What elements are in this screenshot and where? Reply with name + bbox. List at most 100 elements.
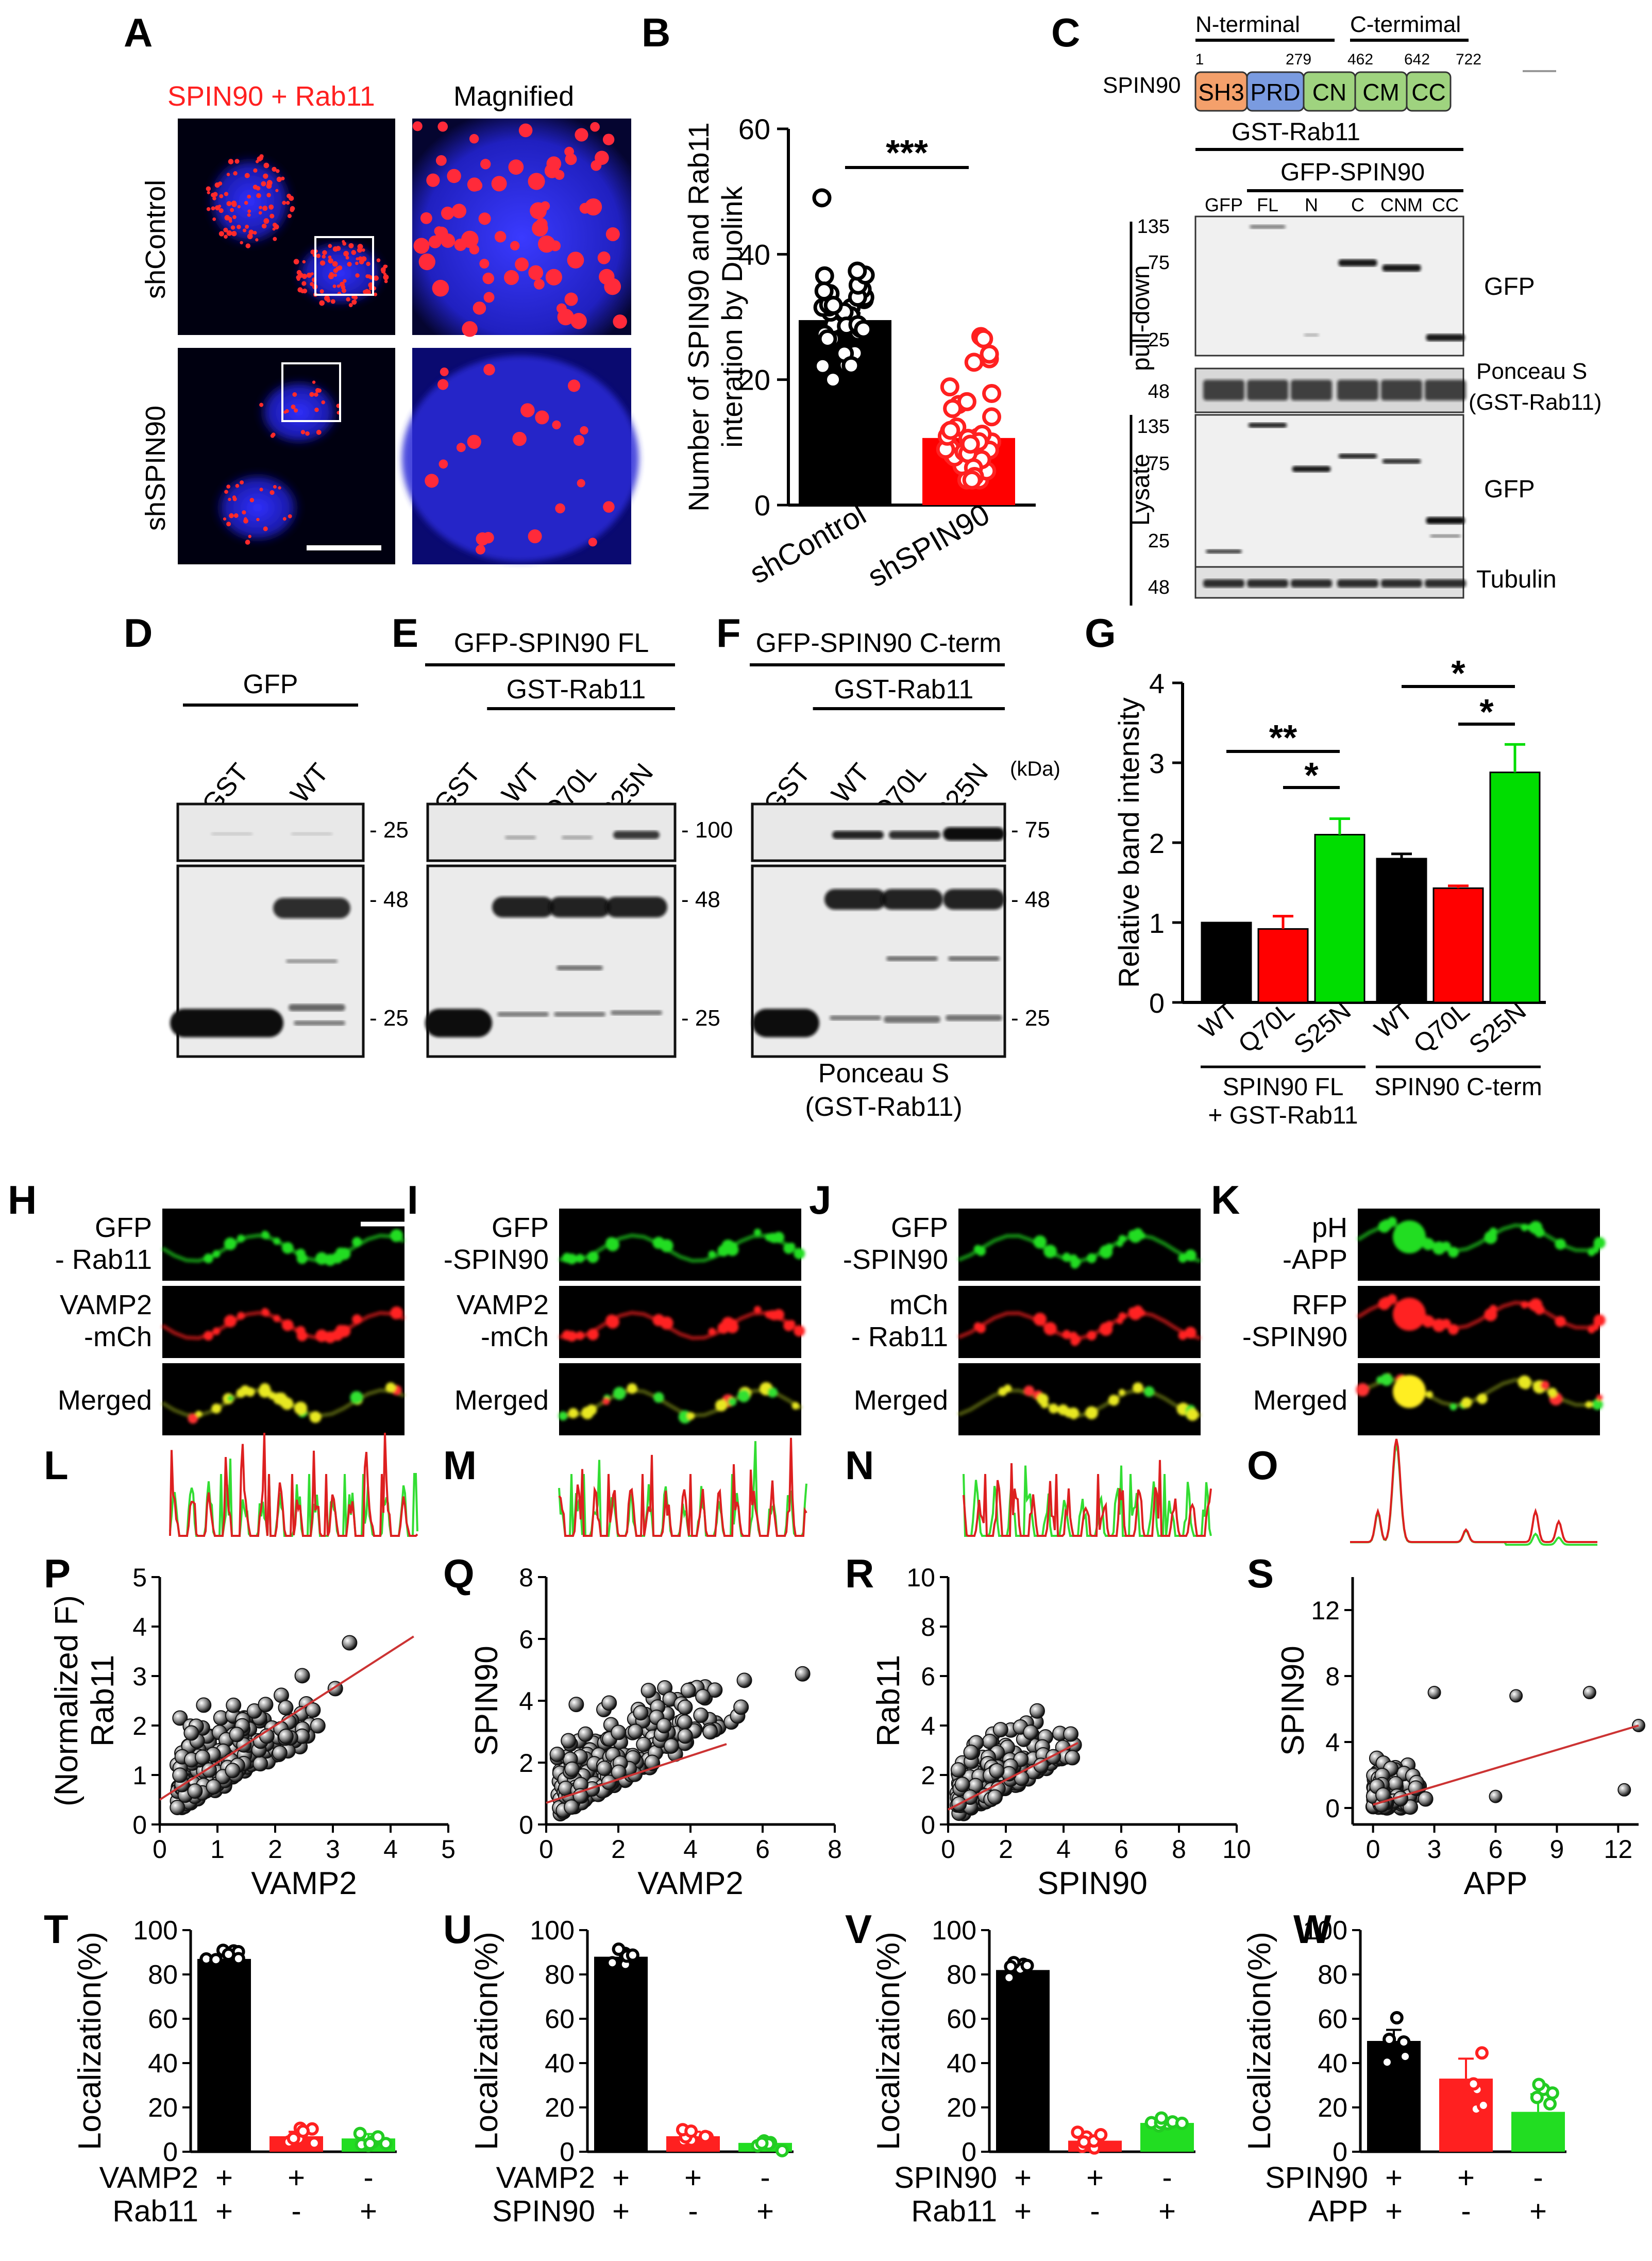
x-tick-label: 6 <box>1114 1835 1128 1864</box>
panel-letter: Q <box>443 1551 475 1596</box>
x-axis-label: APP <box>1463 1866 1527 1901</box>
row2-sign: + <box>1014 2195 1032 2228</box>
gst-rab11-label: GST-Rab11 <box>1232 119 1360 146</box>
row-label: -APP <box>1283 1244 1347 1275</box>
data-point <box>963 1745 979 1761</box>
data-point <box>1532 2078 1546 2091</box>
y-tick-label: 0 <box>1333 2137 1347 2167</box>
marker: - 48 <box>1011 887 1050 912</box>
data-point <box>206 1779 222 1795</box>
lane-label: C <box>1351 194 1364 215</box>
bar <box>197 1958 251 2152</box>
row-label: Merged <box>58 1385 152 1416</box>
y-tick-label: 40 <box>545 2049 575 2079</box>
significance: * <box>1304 755 1319 795</box>
data-point <box>1029 1703 1045 1719</box>
y-axis-label: SPIN90 <box>469 1646 504 1756</box>
data-point <box>818 329 837 349</box>
y-tick-label: 2 <box>921 1761 935 1790</box>
y-tick-label: 0 <box>754 489 770 522</box>
row-label: -mCh <box>84 1321 152 1352</box>
data-point <box>755 2136 769 2150</box>
panel-letter: L <box>44 1443 69 1488</box>
y-tick-label: 20 <box>947 2093 976 2123</box>
bar <box>1367 2041 1421 2152</box>
y-tick-label: 2 <box>1149 828 1165 859</box>
row-label: Merged <box>1253 1385 1347 1416</box>
data-point <box>1403 1799 1419 1815</box>
x-tick-label: 4 <box>383 1835 398 1864</box>
row1-sign: + <box>612 2161 630 2195</box>
y-axis-label: interation by Duolink <box>716 186 748 447</box>
blot-pulldown-gfp <box>1194 215 1464 357</box>
y-tick-label: 1 <box>132 1761 147 1790</box>
data-point <box>170 1800 186 1816</box>
y-tick-label: 8 <box>921 1613 935 1642</box>
marker: - 48 <box>681 887 720 912</box>
data-point <box>1543 2097 1557 2111</box>
x-tick-label: 9 <box>1550 1835 1564 1864</box>
x-tick-label: Q70L <box>1233 996 1300 1059</box>
micrograph-J-0 <box>958 1209 1201 1281</box>
data-point <box>1398 2050 1412 2064</box>
marker: - 25 <box>369 817 409 843</box>
row2-sign: - <box>1090 2195 1100 2228</box>
y-tick-label: 2 <box>132 1712 147 1740</box>
row2-sign: - <box>1461 2195 1471 2228</box>
x-tick-label: 2 <box>611 1835 626 1864</box>
x-tick-label: 6 <box>1489 1835 1503 1864</box>
row1-sign: - <box>1162 2161 1172 2195</box>
row-label: Merged <box>454 1385 549 1416</box>
data-point <box>568 1697 584 1713</box>
data-point <box>736 1672 752 1688</box>
x-tick-label: 6 <box>755 1835 770 1864</box>
row-label: VAMP2 <box>60 1289 152 1320</box>
row1-sign: + <box>1385 2161 1403 2195</box>
data-point <box>342 1635 358 1651</box>
x-tick-label: 3 <box>1427 1835 1442 1864</box>
data-point <box>684 2124 698 2138</box>
row1-label: VAMP2 <box>99 2161 198 2195</box>
data-point <box>987 1789 1003 1805</box>
data-point <box>605 1956 619 1970</box>
panel-letter: I <box>407 1177 418 1222</box>
row-label: mCh <box>889 1289 948 1320</box>
row-label: -SPIN90 <box>843 1244 948 1275</box>
panel-letter: W <box>1293 1906 1331 1952</box>
data-point <box>278 1728 294 1744</box>
data-point <box>677 1714 693 1730</box>
y-tick-label: 1 <box>1149 908 1165 939</box>
data-point <box>1530 2090 1544 2104</box>
x-tick-label: 3 <box>326 1835 340 1864</box>
domain-CC <box>1406 71 1452 112</box>
row1-label: SPIN90 <box>1265 2161 1368 2195</box>
y-tick-label: 40 <box>738 238 770 271</box>
x-tick-label: 0 <box>1366 1835 1380 1864</box>
y-axis-label: Localization(%) <box>72 1932 108 2150</box>
row-label: - Rab11 <box>55 1244 152 1275</box>
row-label: GFP <box>891 1212 948 1243</box>
kda-label: (kDa) <box>1010 758 1060 780</box>
panels-l-o: L M N O <box>44 1432 1597 1546</box>
marker: 135 <box>1137 216 1170 238</box>
lane-label: WT <box>496 758 546 809</box>
data-point <box>296 2124 310 2138</box>
data-point <box>823 370 843 390</box>
y-axis-label: Relative band intensity <box>1112 697 1145 987</box>
data-point <box>1489 1789 1503 1803</box>
data-point <box>578 1726 594 1742</box>
bar <box>594 1956 648 2152</box>
x-tick-label: 0 <box>153 1835 167 1864</box>
data-point <box>644 1754 660 1770</box>
tubulin-label: Tubulin <box>1476 566 1557 593</box>
data-point <box>633 1705 649 1721</box>
caption-line: (GST-Rab11) <box>805 1092 962 1122</box>
data-point <box>1154 2111 1168 2125</box>
group-label: SPIN90 C-term <box>1374 1074 1542 1101</box>
y-tick-label: 2 <box>519 1749 533 1778</box>
data-point <box>695 1688 711 1704</box>
x-tick-label: 12 <box>1604 1835 1633 1864</box>
row-label: RFP <box>1292 1289 1347 1320</box>
data-point <box>941 421 960 440</box>
